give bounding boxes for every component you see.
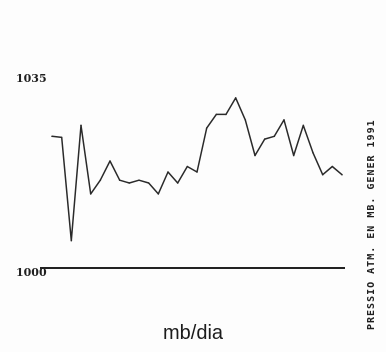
data-point <box>176 182 179 184</box>
data-point <box>51 135 53 138</box>
data-point <box>331 165 334 168</box>
data-point <box>244 119 247 121</box>
x-axis-label: mb/dia <box>162 322 224 344</box>
data-point <box>312 152 314 154</box>
data-point <box>89 193 92 195</box>
y-axis-label: PRESSIO ATM. EN MB. GENER 1991 <box>366 119 377 330</box>
y-tick-label-bottom: 1000 <box>16 266 47 279</box>
data-point <box>147 182 150 184</box>
data-point <box>341 173 343 176</box>
data-point <box>302 124 305 127</box>
data-point <box>205 127 208 129</box>
data-point <box>157 193 160 195</box>
data-point <box>128 182 131 184</box>
data-point <box>167 171 169 173</box>
data-point <box>109 160 111 162</box>
data-point <box>234 97 237 99</box>
data-point <box>215 113 218 116</box>
data-point <box>321 173 324 176</box>
data-point <box>263 138 266 140</box>
data-point <box>80 124 82 127</box>
data-point <box>254 154 256 157</box>
data-point <box>196 171 198 173</box>
data-point <box>273 135 276 138</box>
data-point <box>60 136 63 139</box>
pressure-series-line <box>51 97 343 242</box>
y-tick-label-top: 1035 <box>16 72 47 85</box>
data-point <box>70 239 73 242</box>
data-points <box>51 97 343 242</box>
data-point <box>292 154 295 157</box>
data-point <box>283 119 285 121</box>
data-point <box>99 179 102 181</box>
data-point <box>225 113 227 116</box>
data-point <box>118 179 121 181</box>
data-point <box>138 179 140 181</box>
data-point <box>186 165 189 168</box>
